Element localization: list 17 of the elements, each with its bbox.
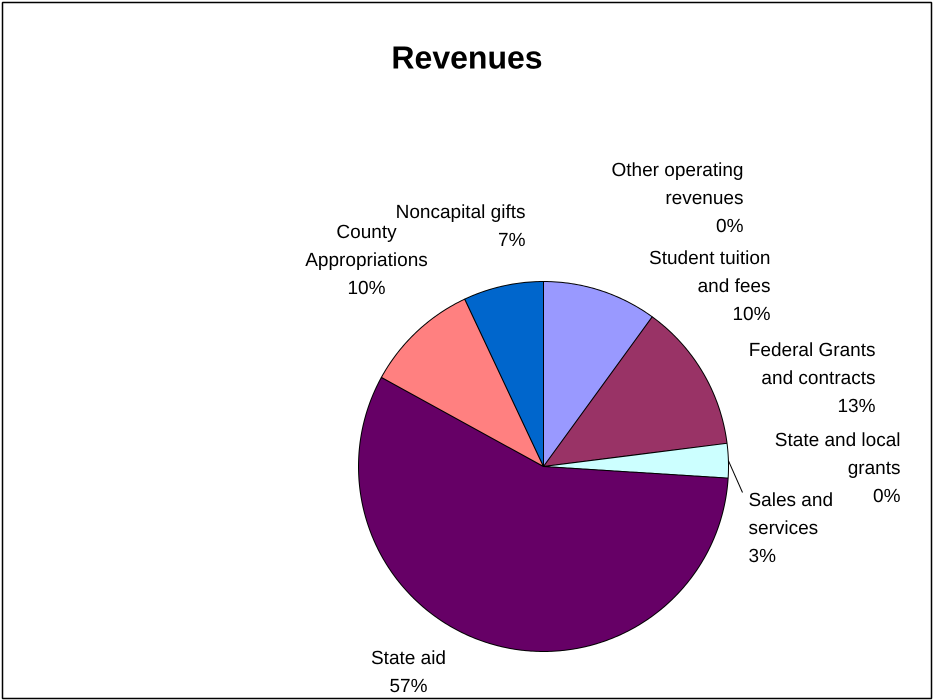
slice-label: Sales and services [748, 490, 834, 539]
chart-title: Revenues [391, 40, 543, 76]
slice-label: Noncapital gifts [396, 202, 526, 223]
text: 0% [716, 216, 744, 237]
slice-label: County Appropriations [305, 222, 428, 271]
slice-label: Federal Grants and contracts [748, 340, 876, 389]
slice-label: State aid [371, 648, 446, 669]
data-label: 10% [732, 304, 771, 325]
data-label: 7% [498, 230, 526, 251]
text: 0% [873, 486, 901, 507]
category-label: Other operating revenues [611, 160, 744, 209]
data-label: 57% [389, 676, 428, 697]
data-label: 13% [837, 396, 876, 417]
data-label: 3% [748, 546, 776, 567]
data-label: 10% [347, 278, 386, 299]
slice-label: Student tuition and fees [649, 248, 771, 297]
category-label: State and local grants [774, 430, 901, 479]
